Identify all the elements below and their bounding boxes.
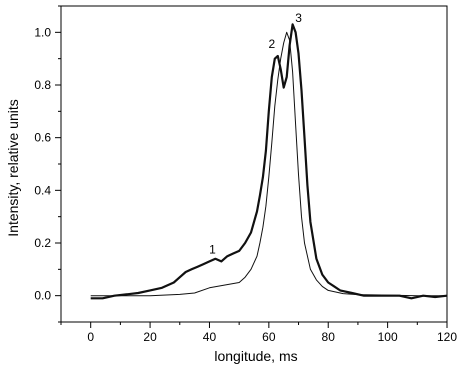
plot-frame bbox=[60, 5, 448, 323]
y-tick-label: 0.6 bbox=[34, 131, 51, 145]
x-tick-label: 80 bbox=[322, 330, 336, 344]
series-line-thin bbox=[90, 31, 447, 297]
peak-label: 3 bbox=[295, 11, 302, 25]
peak-annotations: 1 2 3 bbox=[209, 11, 302, 257]
series-lines bbox=[90, 23, 448, 300]
x-tick-label: 60 bbox=[262, 330, 276, 344]
y-tick-label: 1.0 bbox=[34, 25, 51, 39]
peak-label: 2 bbox=[268, 37, 275, 51]
x-axis-label: longitude, ms bbox=[214, 348, 297, 364]
y-tick-label: 0.2 bbox=[34, 236, 51, 250]
y-axis-label: Intensity, relative units bbox=[5, 99, 21, 236]
x-tick-label: 120 bbox=[437, 330, 457, 344]
axes: 0 20 40 60 80 100 120 0.0 0.2 0.4 0.6 0.8 1.0 bbox=[34, 5, 457, 344]
x-tick-label: 40 bbox=[203, 330, 217, 344]
x-tick-label: 100 bbox=[378, 330, 398, 344]
y-tick-label: 0.4 bbox=[34, 183, 51, 197]
x-tick-label: 20 bbox=[143, 330, 157, 344]
y-tick-label: 0.0 bbox=[34, 289, 51, 303]
y-tick-label: 0.8 bbox=[34, 78, 51, 92]
peak-label: 1 bbox=[209, 243, 216, 257]
x-tick-label: 0 bbox=[87, 330, 94, 344]
series-line-thick bbox=[90, 23, 448, 300]
